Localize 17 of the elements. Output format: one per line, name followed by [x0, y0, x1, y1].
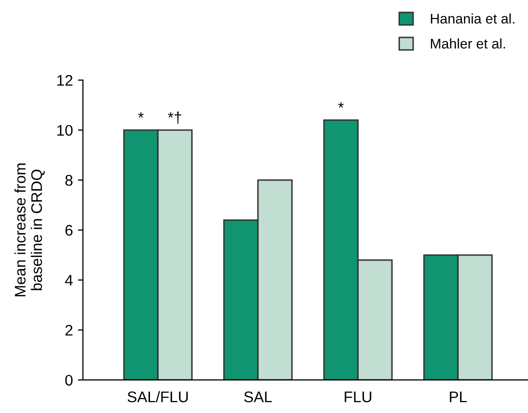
x-tick-label: PL	[450, 392, 467, 402]
y-tick-label: 10	[57, 124, 73, 136]
y-tick-label: 6	[65, 224, 73, 236]
y-tick-label: 0	[65, 374, 73, 386]
legend-label: Hanania et al.	[430, 13, 514, 24]
annotation: *†	[168, 112, 182, 124]
legend-label: Mahler et al.	[430, 38, 505, 49]
annotation: *	[138, 112, 144, 118]
y-tick-label: 8	[65, 174, 73, 186]
y-axis-title: Mean increase from baseline in CRDQ	[14, 164, 45, 296]
x-tick-label: SAL/FLU	[128, 391, 188, 402]
x-tick-label: FLU	[344, 392, 372, 402]
y-tick-label: 2	[65, 324, 72, 336]
y-tick-label: 12	[57, 74, 72, 86]
x-tick-label: SAL	[244, 391, 272, 402]
y-tick-label: 4	[65, 275, 73, 286]
annotation: *	[338, 102, 344, 108]
